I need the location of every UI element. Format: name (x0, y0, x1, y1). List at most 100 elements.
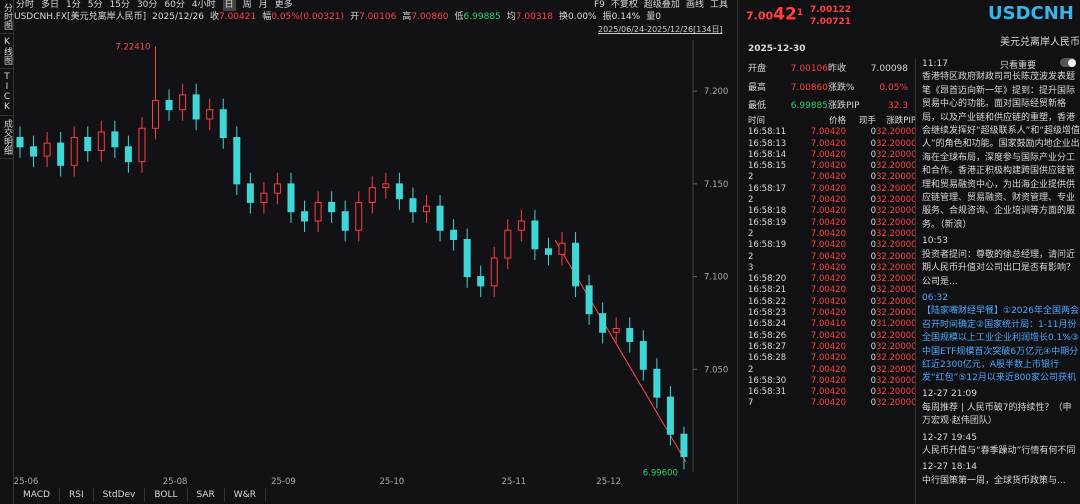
trade-cell: 7.00420 (810, 195, 846, 206)
trade-cell: 32.20000 (876, 206, 917, 217)
candle-body (287, 183, 295, 213)
add-tab[interactable] (266, 488, 284, 502)
trade-cell: 32.20000 (876, 172, 917, 183)
tool[interactable]: 不复权 (610, 0, 638, 10)
trade-cell: 32.20000 (876, 240, 917, 251)
side-tab[interactable]: K线图 (0, 34, 13, 69)
stat-label: 开盘 (748, 64, 767, 74)
info-value: 7.00106 (359, 12, 397, 22)
candle-body (233, 137, 241, 185)
info-field: 均7.00318 (507, 12, 553, 23)
period-tab[interactable]: 30分 (136, 0, 158, 10)
news-item[interactable]: 11:17 香港特区政府财政司司长陈茂波发表题笔《昂首迈向新一年》提到：提升国际贸… (922, 58, 1080, 232)
info-label: 均 (506, 12, 516, 22)
trade-cell: 16:58:11 (748, 127, 787, 138)
period-tab[interactable]: 4小时 (191, 0, 216, 10)
trade-cell: 16:58:24 (748, 319, 787, 330)
toggle[interactable] (1060, 58, 1076, 67)
trade-row: 16:58:24 7.00410 0 31.20000 (748, 319, 917, 330)
trade-cell: 7.00420 (810, 217, 846, 228)
trade-row: 16:58:31 7.00420 0 32.20000 (748, 387, 917, 398)
candle-body (57, 142, 65, 166)
period-tab[interactable]: 60分 (164, 0, 185, 10)
trade-cell: 32.20000 (876, 387, 917, 398)
stat-label: 昨收 (828, 64, 847, 74)
trade-cell: 0 (870, 206, 876, 217)
trade-cell: 3 (748, 262, 754, 273)
trade-cell: 32.20000 (876, 364, 917, 375)
candle-body (666, 396, 674, 435)
trade-cell: 2 (748, 364, 754, 375)
news-text: 香港特区政府财政司司长陈茂波发表题笔《昂首迈向新一年》提到：提升国际贸易中心的功… (922, 72, 1080, 230)
period-tab[interactable]: 周 (242, 0, 252, 10)
news-item[interactable]: 12-27 19:45 人民币升值与“春季躁动”行情有何不同 (922, 432, 1080, 459)
indicator-tab[interactable]: MACD (14, 488, 60, 502)
candle-body (111, 131, 119, 148)
trade-cell: 0 (870, 353, 876, 364)
trade-cell: 32.20000 (876, 285, 917, 296)
range[interactable]: 2025/06/24-2025/12/26[134日] (598, 25, 723, 34)
news-item[interactable]: 10:53 投资者提问：尊敬的徐总经理，请问近期人民币升值对公司出口是否有影响？公… (922, 235, 1080, 289)
period-tab[interactable]: 分时 (16, 0, 35, 10)
trade-cell: 7.00420 (810, 240, 846, 251)
indicator-tab[interactable]: SAR (188, 488, 225, 502)
trade-cell: 0 (870, 319, 876, 330)
trade-row: 16:58:13 7.00420 0 32.20000 (748, 139, 917, 150)
trade-cell: 16:58:27 (748, 341, 787, 352)
indicator-tab[interactable]: BOLL (145, 488, 188, 502)
news-item[interactable]: 12-27 18:14 中行国策第一周，全球货币政策与... (922, 461, 1080, 488)
trade-cell: 0 (870, 228, 876, 239)
tools: F9 不复权 超级叠加 画线 工具 (594, 0, 728, 11)
info-label: 幅 (262, 12, 272, 22)
trade-cell: 31.20000 (876, 319, 917, 330)
period-tab[interactable]: 5分 (87, 0, 103, 10)
period-tab[interactable]: 日 (222, 0, 236, 11)
trade-row: 16:58:19 7.00420 0 32.20000 (748, 217, 917, 229)
info-value: 7.00318 (515, 12, 553, 22)
side-tab[interactable]: TICK (0, 69, 13, 116)
trade-cell: 0 (870, 285, 876, 296)
trade-cell: 16:58:17 (748, 183, 787, 194)
info-value: 0.00% (568, 12, 597, 22)
info-bar: USDCNH.FX[美元兑离岸人民币] 2025/12/26 收7.00421 幅0.… (14, 12, 661, 23)
info-label: 收 (209, 12, 219, 22)
min-label: 6.99600 (643, 468, 678, 478)
candle-body (124, 146, 132, 163)
candle-body (517, 220, 525, 231)
trade-cell: 16:58:28 (748, 353, 787, 364)
tool[interactable]: 工具 (709, 0, 728, 10)
news-text: 人民币升值与“春季躁动”行情有何不同 (922, 445, 1076, 456)
period-tab[interactable]: 1分 (66, 0, 81, 10)
info-value: 7.00860 (411, 12, 449, 22)
candle-body (585, 285, 593, 315)
period-tab[interactable]: 月 (258, 0, 268, 10)
side-tab[interactable]: 分时图 (0, 0, 13, 34)
indicator-tab[interactable]: StdDev (94, 488, 146, 502)
tool[interactable]: 画线 (685, 0, 704, 10)
period-tab[interactable]: 多日 (41, 0, 60, 10)
period-tab[interactable]: 15分 (109, 0, 130, 10)
candle-body (314, 201, 322, 222)
filter[interactable]: 只看重要 (1000, 61, 1037, 71)
trade-cell: 32.20000 (876, 183, 917, 194)
trade-row: 16:58:30 7.00420 0 32.20000 (748, 376, 917, 387)
indicator-tab[interactable]: W&R (225, 488, 266, 502)
tool[interactable]: 超级叠加 (643, 0, 680, 10)
tool[interactable]: F9 (594, 0, 605, 10)
stat-value: 32.3 (887, 101, 908, 111)
indicator-tabs: MACD RSI StdDev BOLL SAR W&R (14, 488, 284, 502)
news-item[interactable]: 06:32 【陆家嘴财经早餐】①2026年全国两会召开时间确定②国家统计局：1-1… (922, 292, 1080, 385)
trade-row: 2 7.00420 0 32.20000 (748, 251, 917, 263)
side-tab[interactable]: 成交明细 (0, 116, 13, 159)
trade-cell: 7.00420 (810, 364, 846, 375)
period-tab[interactable]: 更多 (274, 0, 293, 10)
indicator-tab[interactable]: RSI (60, 488, 94, 502)
trade-cell: 7.00420 (810, 398, 846, 409)
candle-body (599, 313, 607, 333)
news-item[interactable]: 12-27 21:09 每周推荐 | 人民币破7的持续性？（申万宏观·赵伟团队） (922, 388, 1080, 428)
trade-cell: 0 (870, 127, 876, 138)
trade-row: 2 7.00420 0 32.20000 (748, 228, 917, 240)
trade-cell: 7.00420 (810, 251, 846, 262)
candle-body (409, 198, 417, 213)
y-tick-label: 7.150 (704, 180, 728, 190)
